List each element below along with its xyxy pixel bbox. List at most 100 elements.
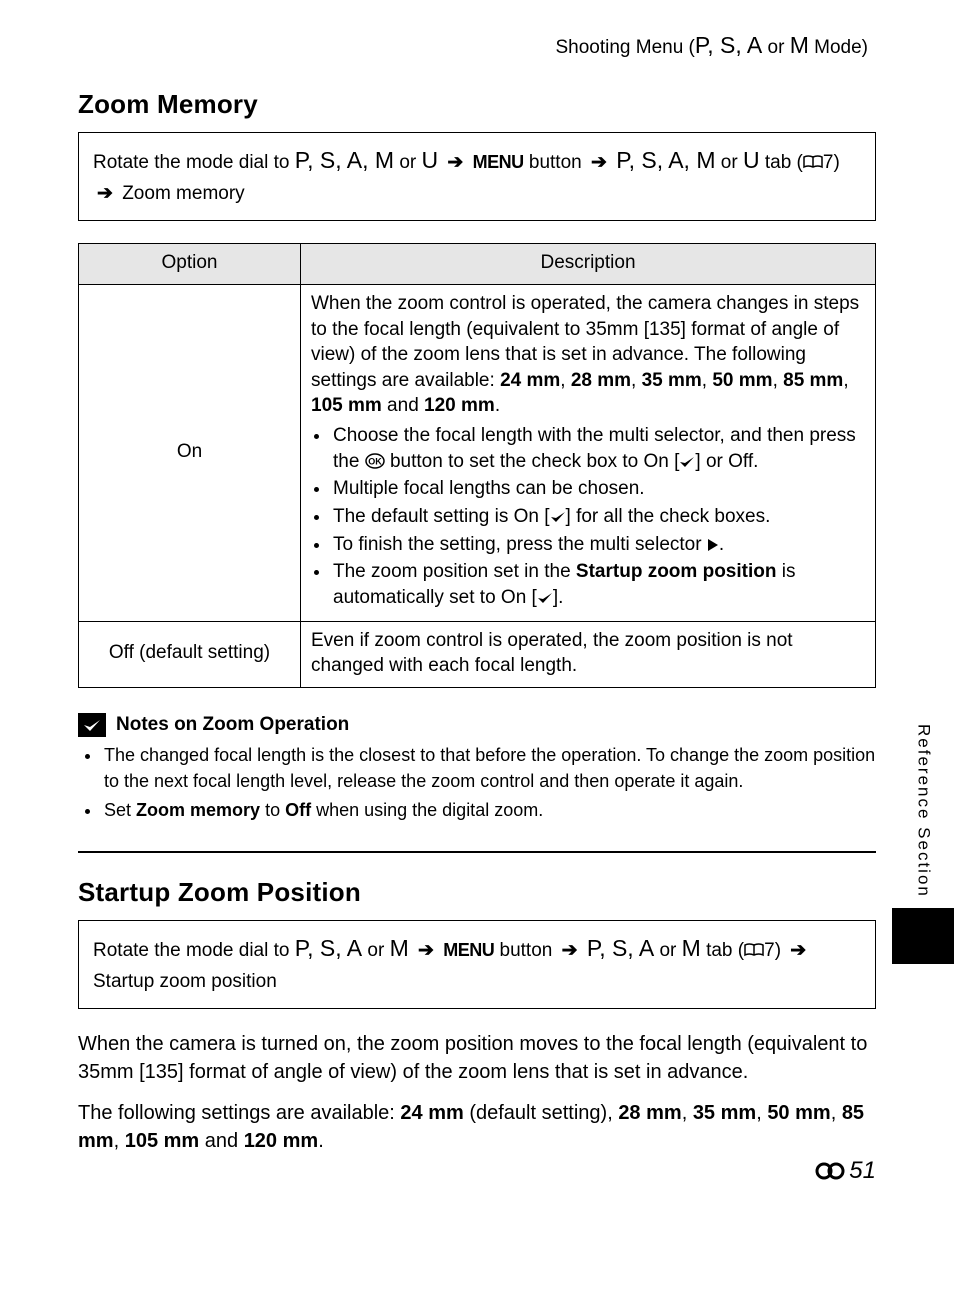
header-or: or: [762, 37, 789, 58]
option-off: Off (default setting): [79, 621, 301, 687]
nav-mode-m-2: M: [682, 935, 701, 961]
ok-icon: OK: [365, 453, 385, 469]
page-number-value: 51: [849, 1155, 876, 1187]
nav-modes-2: P, S, A: [587, 935, 654, 961]
nav-item: Zoom memory: [117, 183, 245, 204]
book-icon: [803, 155, 823, 169]
nav-modes-1: P, S, A: [295, 935, 362, 961]
bold: Off: [285, 800, 311, 820]
startup-zoom-bold: Startup zoom position: [576, 561, 777, 582]
fl: 85 mm: [783, 370, 843, 391]
nav-tab: tab (: [760, 152, 803, 173]
nav-or-2: or: [654, 940, 681, 961]
txt: To finish the setting, press the multi s…: [333, 534, 707, 555]
bullet-list: Choose the focal length with the multi s…: [311, 423, 865, 610]
header-last-mode: M: [790, 32, 809, 58]
nav-or-1: or: [362, 940, 389, 961]
zoom-memory-table: Option Description On When the zoom cont…: [78, 243, 876, 688]
startup-zoom-title: Startup Zoom Position: [78, 875, 876, 910]
nav-button: button: [524, 152, 582, 173]
notes-title: Notes on Zoom Operation: [116, 712, 349, 738]
fl: 105 mm: [311, 395, 382, 416]
fl: 105 mm: [125, 1130, 200, 1152]
txt: Set: [104, 800, 136, 820]
zoom-memory-nav: Rotate the mode dial to P, S, A, M or U …: [78, 132, 876, 221]
header-modes: P, S, A: [695, 32, 762, 58]
bold: Zoom memory: [136, 800, 260, 820]
sep: ,: [831, 1102, 842, 1124]
nav-modes-2: P, S, A, M: [616, 147, 715, 173]
list-item: Multiple focal lengths can be chosen.: [331, 476, 865, 502]
side-label: Reference Section: [912, 724, 935, 898]
txt: ] for all the check boxes.: [566, 506, 771, 527]
side-thumb-tab: [892, 908, 954, 964]
desc-on: When the zoom control is operated, the c…: [301, 284, 876, 621]
sep: .: [495, 395, 500, 416]
fl: 120 mm: [244, 1130, 319, 1152]
desc-off: Even if zoom control is operated, the zo…: [301, 621, 876, 687]
sep: ,: [756, 1102, 767, 1124]
startup-para-1: When the camera is turned on, the zoom p…: [78, 1031, 876, 1086]
th-option: Option: [79, 244, 301, 285]
nav-mode-u: U: [422, 147, 439, 173]
txt: ].: [553, 587, 564, 608]
fl: 28 mm: [571, 370, 631, 391]
sep: ,: [682, 1102, 693, 1124]
nav-rotate: Rotate the mode dial to: [93, 940, 295, 961]
zoom-memory-title: Zoom Memory: [78, 87, 876, 122]
check-icon: [679, 455, 695, 469]
startup-zoom-nav: Rotate the mode dial to P, S, A or M ➔ M…: [78, 920, 876, 1009]
book-icon: [744, 943, 764, 957]
arrow-icon: ➔: [587, 152, 611, 173]
list-item: The zoom position set in the Startup zoo…: [331, 559, 865, 610]
txt: The zoom position set in the: [333, 561, 576, 582]
fl: 35 mm: [642, 370, 702, 391]
section-divider: [78, 851, 876, 853]
option-on: On: [79, 284, 301, 621]
sep: (default setting),: [464, 1102, 619, 1124]
sep: and: [382, 395, 424, 416]
page-number: 51: [815, 1155, 876, 1187]
nav-or-2: or: [716, 152, 743, 173]
nav-tab: tab (: [701, 940, 744, 961]
triangle-right-icon: [707, 538, 719, 552]
table-row: Off (default setting) Even if zoom contr…: [79, 621, 876, 687]
check-icon: [537, 591, 553, 605]
fl: 50 mm: [712, 370, 772, 391]
nav-modes-1: P, S, A, M: [295, 147, 394, 173]
nav-pageref: 7: [823, 152, 834, 173]
txt: when using the digital zoom.: [311, 800, 543, 820]
sep: and: [199, 1130, 243, 1152]
nav-mode-u-2: U: [743, 147, 760, 173]
sep: ,: [631, 370, 642, 391]
txt: ] or Off.: [695, 451, 758, 472]
startup-para-2: The following settings are available: 24…: [78, 1100, 876, 1155]
list-item: The changed focal length is the closest …: [102, 743, 876, 793]
arrow-icon: ➔: [443, 152, 467, 173]
side-tab: Reference Section: [892, 724, 954, 964]
check-icon: [550, 510, 566, 524]
fl: 120 mm: [424, 395, 495, 416]
sep: ,: [560, 370, 571, 391]
nav-button: button: [494, 940, 552, 961]
reference-icon: [815, 1161, 845, 1181]
arrow-icon: ➔: [558, 940, 582, 961]
nav-rotate: Rotate the mode dial to: [93, 152, 295, 173]
menu-label: MENU: [473, 152, 524, 172]
header-suffix: Mode): [809, 37, 868, 58]
fl: 35 mm: [693, 1102, 756, 1124]
nav-close: ): [775, 940, 781, 961]
nav-item: Startup zoom position: [93, 971, 277, 992]
fl: 28 mm: [618, 1102, 681, 1124]
nav-or-1: or: [394, 152, 421, 173]
menu-label: MENU: [443, 940, 494, 960]
nav-close: ): [833, 152, 839, 173]
notes-heading: Notes on Zoom Operation: [78, 712, 876, 738]
sep: ,: [114, 1130, 125, 1152]
arrow-icon: ➔: [93, 183, 117, 204]
sep: ,: [702, 370, 713, 391]
nav-mode-m: M: [390, 935, 409, 961]
txt: .: [719, 534, 724, 555]
svg-text:OK: OK: [368, 456, 382, 466]
txt: to: [260, 800, 285, 820]
